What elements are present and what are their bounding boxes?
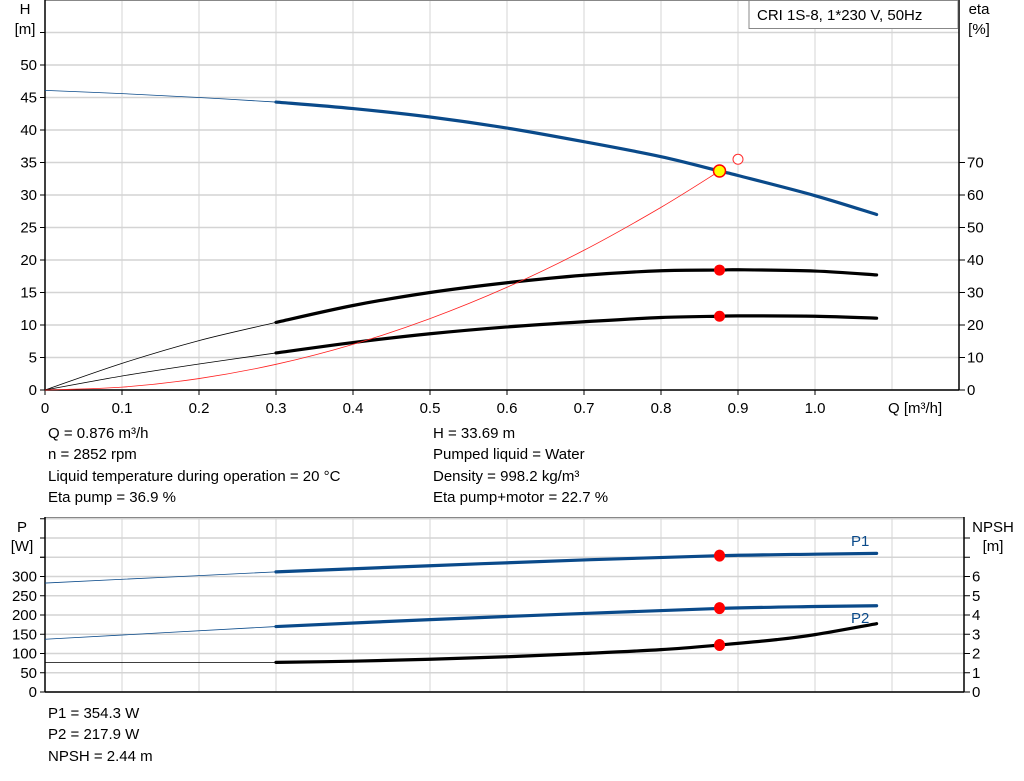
x-tick-label: 1.0 <box>805 400 826 417</box>
y-tick-label: 40 <box>20 122 37 139</box>
operating-point-marker <box>714 264 726 276</box>
eta-pump-curve <box>274 268 879 324</box>
info-h: H = 33.69 m <box>433 425 516 442</box>
y-tick-label: 30 <box>20 187 37 204</box>
operating-point-marker <box>714 549 726 562</box>
y2-tick-label: 5 <box>972 588 980 605</box>
x-tick-label: 0.9 <box>728 400 749 417</box>
y-tick-label: 100 <box>12 646 37 663</box>
y-tick-label: 10 <box>20 317 37 334</box>
p-axis-unit: [W] <box>11 538 34 555</box>
p2-curve-extrapolated <box>44 626 277 640</box>
y-tick-label: 50 <box>20 57 37 74</box>
info-density: Density = 998.2 kg/m³ <box>433 468 580 485</box>
operating-point-marker <box>714 310 726 322</box>
h-axis-label: H <box>20 1 31 18</box>
operating-point-marker <box>714 602 726 615</box>
y-tick-label: 50 <box>20 665 37 682</box>
y-tick-label: 200 <box>12 607 37 624</box>
title-box <box>748 0 959 29</box>
npsh-curve <box>274 622 879 664</box>
npsh-axis-unit: [m] <box>983 538 1004 555</box>
p2-curve-label: P2 <box>851 610 869 627</box>
eta-pump-motor-curve <box>274 314 879 355</box>
y-tick-label: 300 <box>12 569 37 586</box>
x-tick-label: 0.7 <box>574 400 595 417</box>
x-tick-label: 0.3 <box>266 400 287 417</box>
y2-tick-label: 3 <box>972 626 980 643</box>
bottom-chart-grid: 0 50 100 150 200 250 300 0 1 2 3 4 5 6 <box>12 517 980 701</box>
p1-curve <box>274 551 879 574</box>
duty-point-marker <box>712 164 727 178</box>
p1-curve-label: P1 <box>851 533 869 550</box>
x-tick-label: 0.2 <box>189 400 210 417</box>
info-p2: P2 = 217.9 W <box>48 726 140 743</box>
y-tick-label: 15 <box>20 285 37 302</box>
operating-point-marker <box>714 639 726 652</box>
y2-tick-label: 30 <box>967 285 984 302</box>
requested-point-marker <box>732 153 744 165</box>
H-curve-extrapolated <box>44 89 277 103</box>
y-tick-label: 20 <box>20 252 37 269</box>
x-tick-label: 0.5 <box>420 400 441 417</box>
info-q: Q = 0.876 m³/h <box>48 425 149 442</box>
y-tick-label: 25 <box>20 220 37 237</box>
y2-tick-label: 1 <box>972 665 980 682</box>
y2-tick-label: 4 <box>972 607 980 624</box>
h-axis-unit: [m] <box>15 21 36 38</box>
y2-tick-label: 2 <box>972 646 980 663</box>
system-curve <box>44 170 720 391</box>
y2-tick-label: 0 <box>967 382 975 399</box>
info-p1: P1 = 354.3 W <box>48 705 140 722</box>
info-n: n = 2852 rpm <box>48 446 137 463</box>
x-tick-label: 0.1 <box>112 400 133 417</box>
y-tick-label: 5 <box>29 350 37 367</box>
y-tick-label: 0 <box>29 684 37 701</box>
axis-labels: H [m] eta [%] Q [m³/h] CRI 1S-8, 1*230 V… <box>11 0 1014 627</box>
y2-tick-label: 6 <box>972 569 980 586</box>
y-tick-label: 0 <box>29 382 37 399</box>
eta-axis-unit: [%] <box>968 21 990 38</box>
info-eta-total: Eta pump+motor = 22.7 % <box>433 489 609 506</box>
eta-pump-motor-curve-extrapolated <box>44 352 277 391</box>
eta-axis-label: eta <box>969 1 991 18</box>
y-tick-label: 35 <box>20 155 37 172</box>
info-liquid: Pumped liquid = Water <box>433 446 585 463</box>
info-eta-pump: Eta pump = 36.9 % <box>48 489 176 506</box>
y-tick-label: 150 <box>12 626 37 643</box>
H-curve <box>274 100 879 217</box>
y2-tick-label: 50 <box>967 220 984 237</box>
y2-tick-label: 60 <box>967 187 984 204</box>
p2-curve <box>274 604 879 629</box>
y-tick-label: 45 <box>20 90 37 107</box>
p1-curve-extrapolated <box>44 571 277 584</box>
y2-tick-label: 40 <box>967 252 984 269</box>
x-tick-label: 0.6 <box>497 400 518 417</box>
chart-title: CRI 1S-8, 1*230 V, 50Hz <box>757 7 922 24</box>
curves <box>44 89 879 664</box>
eta-pump-curve-extrapolated <box>44 322 277 391</box>
y2-tick-label: 70 <box>967 155 984 172</box>
y2-tick-label: 20 <box>967 317 984 334</box>
top-chart-grid: 0 5 10 15 20 25 30 35 40 45 50 0 10 20 30 40 50 60 70 0 0.1 0… <box>20 0 984 417</box>
info-npsh: NPSH = 2.44 m <box>48 748 153 765</box>
x-tick-label: 0 <box>41 400 49 417</box>
x-tick-label: 0.4 <box>343 400 364 417</box>
info-temp: Liquid temperature during operation = 20… <box>48 468 341 485</box>
p-axis-label: P <box>17 519 27 536</box>
y2-tick-label: 10 <box>967 350 984 367</box>
y2-tick-label: 0 <box>972 684 980 701</box>
x-tick-label: 0.8 <box>651 400 672 417</box>
q-axis-label: Q [m³/h] <box>888 400 942 417</box>
y-tick-label: 250 <box>12 588 37 605</box>
npsh-axis-label: NPSH <box>972 519 1014 536</box>
